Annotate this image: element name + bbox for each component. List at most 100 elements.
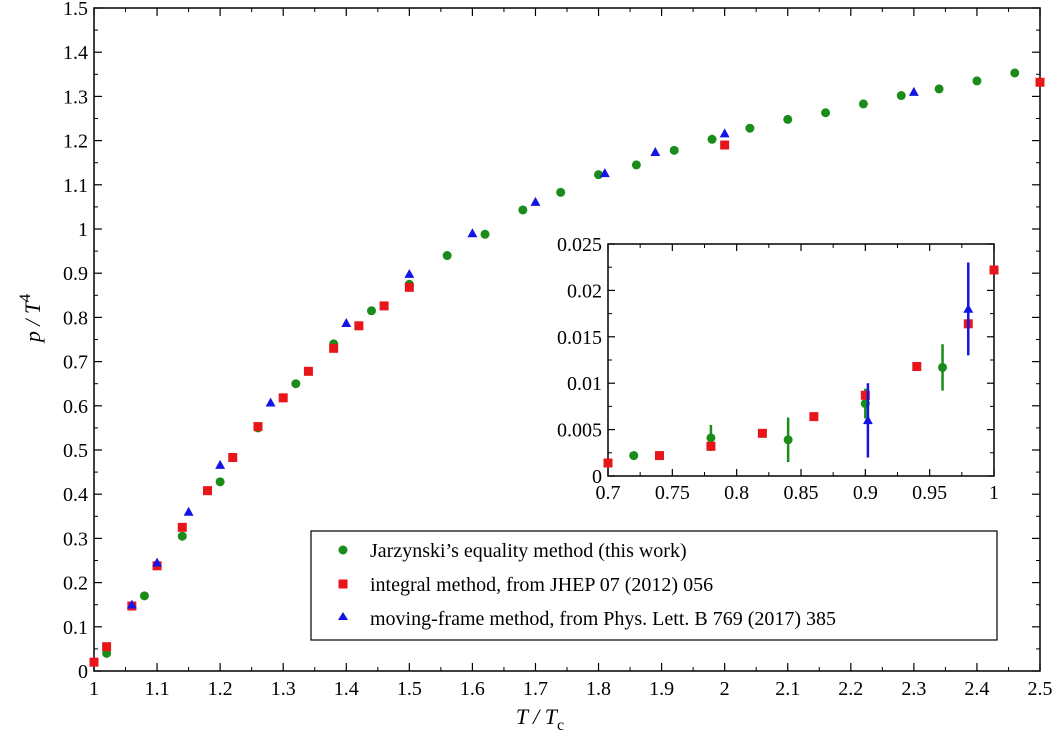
main-point-moving-frame: [404, 268, 415, 278]
main-point-jarzynski: [139, 591, 149, 601]
main-point-moving-frame: [530, 196, 541, 206]
main-point-jarzynski: [669, 145, 679, 155]
main-point-jarzynski: [858, 99, 868, 109]
legend-marker-jarzynski: [338, 545, 348, 555]
inset-point-integral: [860, 390, 870, 400]
main-y-tick-label: 0.7: [63, 352, 88, 374]
main-y-tick-label: 0.3: [63, 528, 88, 550]
main-y-tick-label: 1.1: [63, 175, 88, 197]
inset-point-integral: [654, 451, 664, 461]
main-point-integral: [404, 282, 414, 292]
main-point-moving-frame: [215, 459, 226, 469]
inset-plot: 0.7 0.75 0.8 0.85 0.9 0.95 1 0 0.005 0.01 0.015 0.0…: [557, 234, 999, 504]
legend-box: [310, 530, 998, 641]
inset-y-tick-label: 0.01: [567, 373, 602, 395]
inset-point-moving-frame: [963, 303, 974, 313]
main-x-tick-label: 1: [89, 678, 99, 700]
legend: Jarzynski’s equality method (this work) …: [310, 530, 998, 641]
inset-point-integral: [757, 428, 767, 438]
inset-point-integral: [912, 361, 922, 371]
inset-plot-frame: [607, 243, 995, 477]
main-point-moving-frame: [719, 128, 730, 138]
main-y-tick-label: 0.8: [63, 307, 88, 329]
main-x-tick-label: 1.5: [397, 678, 422, 700]
main-y-tick-label: 1.3: [63, 86, 88, 108]
inset-point-jarzynski: [706, 433, 716, 443]
inset-point-integral: [706, 441, 716, 451]
x-axis-label: T / Tc: [516, 704, 564, 734]
inset-x-tick-label: 0.85: [784, 482, 819, 504]
main-y-tick-label: 0.6: [63, 396, 88, 418]
main-point-integral: [278, 393, 288, 403]
main-point-jarzynski: [366, 306, 376, 316]
main-point-moving-frame: [183, 506, 194, 516]
main-point-integral: [379, 301, 389, 311]
main-point-integral: [102, 642, 112, 652]
main-point-moving-frame: [126, 599, 137, 609]
main-data-points: [89, 68, 1045, 667]
main-x-tick-label: 1.2: [208, 678, 233, 700]
inset-point-integral: [603, 458, 613, 468]
main-y-tick-label: 0.2: [63, 573, 88, 595]
inset-y-tick-label: 0.02: [567, 280, 602, 302]
main-x-tick-label: 1.6: [460, 678, 485, 700]
inset-x-tick-label: 0.95: [912, 482, 947, 504]
y-axis-label: p / T4: [17, 294, 45, 344]
inset-x-tick-label: 1: [989, 482, 999, 504]
main-x-tick-label: 1.4: [334, 678, 359, 700]
main-point-jarzynski: [745, 123, 755, 133]
main-point-moving-frame: [908, 86, 919, 96]
main-point-moving-frame: [467, 228, 478, 238]
inset-point-jarzynski: [938, 362, 948, 372]
main-plot: 1 1.1 1.2 1.3 1.4 1.5 1.6 1.7 1.8 1.9 2 2.1 2.2 2.3 2.…: [17, 0, 1053, 734]
y-axis-label-superscript: 4: [17, 294, 34, 302]
main-point-jarzynski: [480, 229, 490, 239]
main-point-jarzynski: [934, 84, 944, 94]
main-point-moving-frame: [341, 318, 352, 327]
main-x-tick-label: 2.4: [964, 678, 989, 700]
main-point-jarzynski: [631, 160, 641, 170]
main-point-jarzynski: [783, 114, 793, 124]
main-point-integral: [89, 657, 99, 667]
legend-label-integral: integral method, from JHEP 07 (2012) 056: [370, 574, 713, 596]
main-x-tick-label: 2.3: [901, 678, 926, 700]
main-x-tick-label: 1.8: [586, 678, 611, 700]
inset-y-tick-label: 0.015: [557, 327, 602, 349]
main-y-tick-label: 0.4: [63, 484, 88, 506]
main-y-tick-label: 0.1: [63, 617, 88, 639]
main-point-jarzynski: [1010, 68, 1020, 78]
inset-point-integral: [989, 265, 999, 275]
main-point-jarzynski: [177, 531, 187, 541]
main-point-integral: [303, 366, 313, 376]
legend-marker-integral: [338, 579, 348, 589]
inset-point-jarzynski: [783, 435, 793, 445]
legend-label-jarzynski: Jarzynski’s equality method (this work): [370, 540, 687, 562]
main-point-integral: [354, 321, 364, 331]
main-point-moving-frame: [650, 146, 661, 156]
legend-label-moving-frame: moving-frame method, from Phys. Lett. B …: [370, 608, 836, 630]
main-y-tick-label: 1: [78, 219, 88, 241]
main-point-jarzynski: [291, 379, 301, 389]
main-point-integral: [228, 453, 238, 463]
main-x-tick-label: 2.5: [1028, 678, 1053, 700]
main-x-tick-label: 1.3: [271, 678, 296, 700]
main-y-tick-label: 0: [78, 661, 88, 683]
main-y-tick-label: 1.5: [63, 0, 88, 20]
main-x-tick-label: 2: [720, 678, 730, 700]
main-point-jarzynski: [556, 187, 566, 197]
main-y-tick-label: 1.2: [63, 131, 88, 153]
main-point-jarzynski: [972, 76, 982, 86]
main-point-jarzynski: [707, 134, 717, 144]
main-y-tick-label: 1.4: [63, 42, 88, 64]
inset-x-tick-label: 0.75: [655, 482, 690, 504]
inset-data-points: [603, 262, 999, 468]
main-point-jarzynski: [442, 251, 452, 261]
main-x-tick-label: 1.9: [649, 678, 674, 700]
inset-point-jarzynski: [629, 451, 639, 461]
main-point-integral: [329, 343, 339, 353]
inset-point-moving-frame: [862, 415, 873, 425]
x-axis-label-subscript: c: [557, 717, 564, 734]
inset-y-tick-label: 0: [592, 466, 602, 488]
main-x-tick-label: 2.2: [838, 678, 863, 700]
